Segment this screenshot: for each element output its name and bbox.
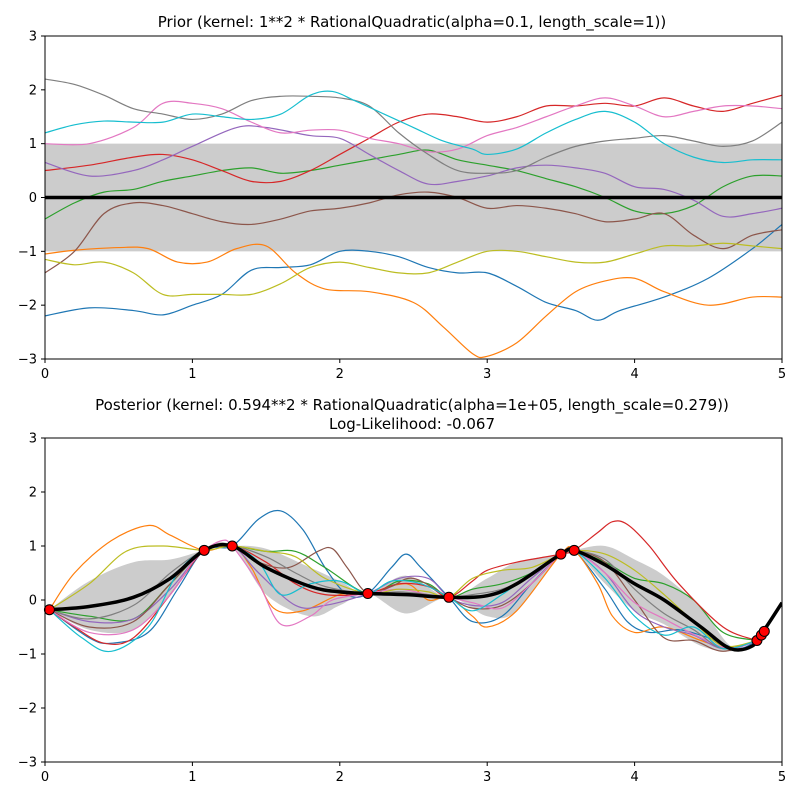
posterior-y-tick-label: −1: [18, 648, 37, 663]
prior-y-tick-label: 1: [29, 137, 37, 152]
posterior-panel: Posterior (kernel: 0.594**2 * RationalQu…: [18, 396, 786, 785]
posterior-y-axis: −3 −2 −1 0 1 2 3: [18, 432, 45, 771]
posterior-y-tick-label: 2: [29, 486, 37, 501]
posterior-observation-point: [758, 625, 770, 637]
posterior-x-tick-label: 4: [630, 770, 638, 785]
posterior-observation-point: [443, 591, 455, 603]
posterior-x-tick-label: 0: [41, 770, 49, 785]
prior-x-tick-label: 1: [188, 367, 196, 382]
prior-y-tick-label: −1: [18, 245, 37, 260]
posterior-subtitle: Log-Likelihood: -0.067: [329, 415, 495, 433]
posterior-x-tick-label: 1: [188, 770, 196, 785]
posterior-y-tick-label: −3: [18, 756, 37, 771]
posterior-y-tick-label: −2: [18, 702, 37, 717]
prior-sample-line-10: [45, 90, 782, 164]
posterior-x-tick-label: 5: [778, 770, 786, 785]
posterior-observation-point: [43, 604, 55, 616]
prior-sample-line-1: [45, 223, 782, 321]
prior-y-tick-label: 0: [29, 191, 37, 206]
posterior-observation-points: [43, 540, 770, 646]
posterior-x-tick-label: 2: [336, 770, 344, 785]
posterior-observation-point: [362, 588, 374, 600]
prior-sample-line-9: [45, 242, 782, 297]
prior-sample-line-7: [45, 97, 782, 153]
prior-sample-line-5: [45, 125, 782, 218]
prior-x-tick-label: 2: [336, 367, 344, 382]
prior-x-tick-label: 0: [41, 367, 49, 382]
prior-x-axis: 0 1 2 3 4 5: [41, 359, 786, 382]
posterior-observation-point: [555, 548, 567, 560]
prior-sample-line-6: [45, 191, 782, 274]
posterior-observation-point: [226, 540, 238, 552]
posterior-title: Posterior (kernel: 0.594**2 * RationalQu…: [95, 396, 729, 415]
prior-sample-line-4: [45, 94, 782, 184]
prior-sample-line-2: [45, 243, 782, 359]
prior-x-tick-label: 3: [483, 367, 491, 382]
prior-series-layer: [45, 78, 782, 359]
posterior-plot-area: 0 1 2 3 4 5 −3 −2 −1 0 1 2 3: [18, 432, 786, 786]
prior-panel: Prior (kernel: 1**2 * RationalQuadratic(…: [18, 13, 786, 382]
prior-y-tick-label: −3: [18, 353, 37, 368]
prior-y-axis: −3 −2 −1 0 1 2 3: [18, 30, 45, 368]
prior-sample-line-8: [45, 78, 782, 174]
posterior-x-axis: 0 1 2 3 4 5: [41, 762, 786, 785]
posterior-series-layer: [48, 509, 782, 653]
posterior-observation-point: [568, 544, 580, 556]
posterior-observation-point: [198, 544, 210, 556]
prior-y-tick-label: −2: [18, 299, 37, 314]
prior-x-tick-label: 5: [778, 367, 786, 382]
posterior-x-tick-label: 3: [483, 770, 491, 785]
prior-y-tick-label: 3: [29, 30, 37, 45]
posterior-sample-line-2: [48, 524, 758, 650]
prior-plot-area: 0 1 2 3 4 5 −3 −2 −1 0 1 2 3: [18, 30, 786, 383]
prior-x-tick-label: 4: [630, 367, 638, 382]
prior-y-tick-label: 2: [29, 83, 37, 98]
posterior-y-tick-label: 0: [29, 594, 37, 609]
posterior-y-tick-label: 1: [29, 540, 37, 555]
posterior-y-tick-label: 3: [29, 432, 37, 447]
prior-title: Prior (kernel: 1**2 * RationalQuadratic(…: [158, 13, 666, 32]
